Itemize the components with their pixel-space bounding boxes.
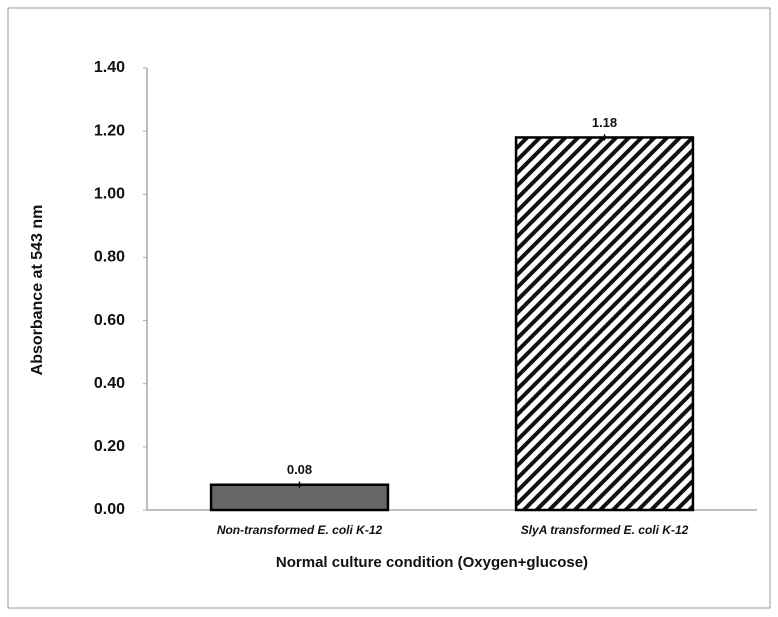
y-axis-title: Absorbance at 543 nm [29,205,46,376]
y-tick-label: 0.60 [94,312,125,329]
bar [514,136,695,512]
y-tick-label: 1.40 [94,59,125,76]
y-tick-label: 1.20 [94,122,125,139]
bar [209,483,390,512]
y-tick-label: 1.00 [94,186,125,203]
y-tick-label: 0.20 [94,438,125,455]
x-tick-label: Non-transformed E. coli K-12 [217,523,383,537]
value-label: 1.18 [592,115,617,130]
x-tick-label: SlyA transformed E. coli K-12 [521,523,689,537]
value-label: 0.08 [287,462,312,477]
y-tick-label: 0.00 [94,501,125,518]
y-tick-label: 0.40 [94,375,125,392]
y-tick-label: 0.80 [94,249,125,266]
x-axis-title: Normal culture condition (Oxygen+glucose… [276,554,588,571]
